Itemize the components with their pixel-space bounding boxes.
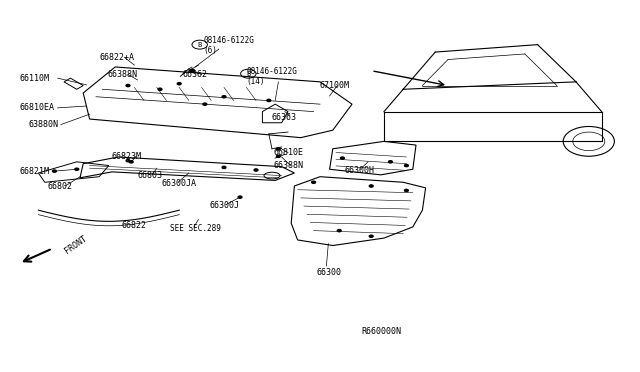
Circle shape [312,181,316,183]
Text: 66810E: 66810E [274,148,304,157]
Circle shape [129,161,133,163]
Text: 67100M: 67100M [320,81,350,90]
Circle shape [337,230,341,232]
Circle shape [340,157,344,159]
Text: 08146-6122G
(14): 08146-6122G (14) [246,67,297,86]
Text: 66822: 66822 [122,221,147,230]
Circle shape [267,99,271,102]
Circle shape [75,168,79,170]
Circle shape [177,83,181,85]
Text: R660000N: R660000N [362,327,402,336]
Text: 66110M: 66110M [19,74,49,83]
Text: 66300: 66300 [317,268,342,277]
Circle shape [404,189,408,192]
Circle shape [203,103,207,105]
Circle shape [222,166,226,169]
Text: 66300JA: 66300JA [161,179,196,187]
Text: 66821M: 66821M [19,167,49,176]
Text: 63880N: 63880N [29,120,59,129]
Circle shape [126,84,130,87]
Text: 66810EA: 66810EA [19,103,54,112]
Text: B: B [198,42,202,48]
Text: 66300J: 66300J [210,201,240,210]
Circle shape [276,148,280,150]
Circle shape [52,170,56,172]
Circle shape [369,185,373,187]
Text: 66823M: 66823M [112,152,142,161]
Circle shape [276,155,280,157]
Text: FRONT: FRONT [63,234,88,256]
Circle shape [126,160,130,162]
Circle shape [404,164,408,167]
Text: 66363: 66363 [272,113,297,122]
Text: 66803: 66803 [138,171,163,180]
Circle shape [369,235,373,237]
Circle shape [189,69,195,72]
Text: 66300H: 66300H [344,166,374,175]
Text: 66802: 66802 [48,182,73,191]
Circle shape [238,196,242,198]
Circle shape [388,161,392,163]
Text: 08146-6122G
(6): 08146-6122G (6) [204,36,254,55]
Circle shape [222,96,226,98]
Circle shape [158,88,162,90]
Circle shape [254,169,258,171]
Text: 66388N: 66388N [274,161,304,170]
Text: 66822+A: 66822+A [99,53,134,62]
Text: 66388N: 66388N [108,70,138,79]
Text: SEE SEC.289: SEE SEC.289 [170,224,220,233]
Text: B: B [246,71,250,77]
Text: 66362: 66362 [182,70,207,79]
